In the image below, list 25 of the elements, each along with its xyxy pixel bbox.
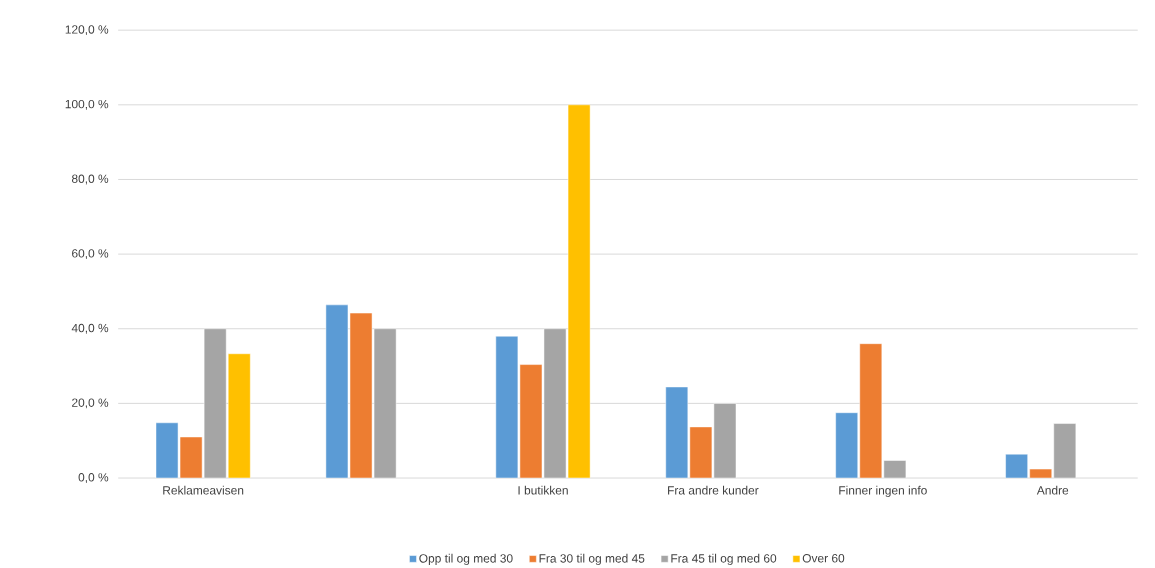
bar <box>203 328 227 479</box>
y-tick-label: 120,0 % <box>65 25 109 36</box>
x-tick-label: Andre <box>1036 485 1069 495</box>
x-tick-label: I butikken <box>518 485 568 495</box>
legend-label: Over 60 <box>802 554 845 563</box>
bar <box>543 328 567 479</box>
bar <box>665 386 689 479</box>
y-tick-label: 20,0 % <box>72 398 109 409</box>
bar <box>835 412 859 479</box>
bar <box>1053 423 1077 479</box>
x-tick-label: Finner ingen info <box>839 485 927 497</box>
legend-label: Fra 45 til og med 60 <box>671 553 777 566</box>
y-tick-label: 0,0 % <box>78 473 109 483</box>
y-tick-label: 80,0 % <box>71 174 109 185</box>
bar <box>859 343 883 479</box>
x-tick-label: Fra andre kunder <box>668 485 759 495</box>
x-tick-label: Reklameavisen <box>163 485 244 495</box>
bar <box>495 335 519 479</box>
bar <box>373 328 397 479</box>
legend-label: Fra 30 til og med 45 <box>539 553 645 566</box>
y-tick-label: 60,0 % <box>72 249 109 260</box>
y-tick-label: 100,0 % <box>65 99 109 110</box>
bar <box>689 426 713 479</box>
legend-label: Opp til og med 30 <box>419 553 513 566</box>
y-tick-label: 40,0 % <box>71 323 109 334</box>
